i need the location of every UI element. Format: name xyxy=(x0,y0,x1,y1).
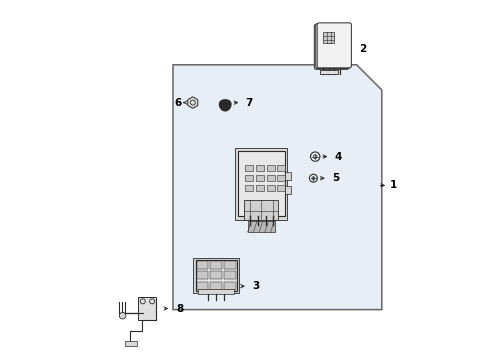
Bar xyxy=(277,175,285,181)
FancyBboxPatch shape xyxy=(138,297,156,320)
Bar xyxy=(210,261,222,269)
Circle shape xyxy=(120,312,126,319)
Bar xyxy=(198,289,234,294)
Bar xyxy=(277,185,285,191)
Bar xyxy=(125,341,137,346)
FancyBboxPatch shape xyxy=(196,260,237,291)
FancyBboxPatch shape xyxy=(316,24,350,69)
Text: 8: 8 xyxy=(176,303,183,314)
Bar xyxy=(323,32,334,43)
Bar xyxy=(267,165,274,171)
Bar xyxy=(196,271,208,279)
Bar xyxy=(224,271,236,279)
Bar xyxy=(245,185,253,191)
Text: 7: 7 xyxy=(245,98,253,108)
Text: 2: 2 xyxy=(359,44,367,54)
Bar xyxy=(224,261,236,269)
Text: 3: 3 xyxy=(252,281,260,291)
Bar xyxy=(224,282,236,289)
Text: 6: 6 xyxy=(174,98,181,108)
Polygon shape xyxy=(220,100,231,111)
FancyBboxPatch shape xyxy=(194,258,239,292)
Bar xyxy=(285,186,291,194)
Text: 1: 1 xyxy=(390,180,397,190)
Bar xyxy=(256,185,264,191)
Bar xyxy=(285,172,291,180)
Polygon shape xyxy=(173,65,382,310)
Bar xyxy=(267,185,274,191)
Bar xyxy=(196,282,208,289)
Text: 5: 5 xyxy=(332,173,340,183)
Bar xyxy=(247,221,275,232)
Bar xyxy=(245,175,253,181)
Bar xyxy=(244,200,278,220)
Bar xyxy=(210,282,222,289)
FancyBboxPatch shape xyxy=(314,24,348,69)
FancyBboxPatch shape xyxy=(238,151,285,216)
Bar xyxy=(196,261,208,269)
Bar xyxy=(210,271,222,279)
FancyBboxPatch shape xyxy=(235,148,288,220)
Bar xyxy=(256,175,264,181)
Bar xyxy=(256,165,264,171)
Bar xyxy=(277,165,285,171)
Polygon shape xyxy=(188,97,198,108)
Bar xyxy=(267,175,274,181)
Bar xyxy=(320,70,338,74)
Text: 4: 4 xyxy=(335,152,342,162)
FancyBboxPatch shape xyxy=(317,23,351,68)
Bar xyxy=(245,165,253,171)
